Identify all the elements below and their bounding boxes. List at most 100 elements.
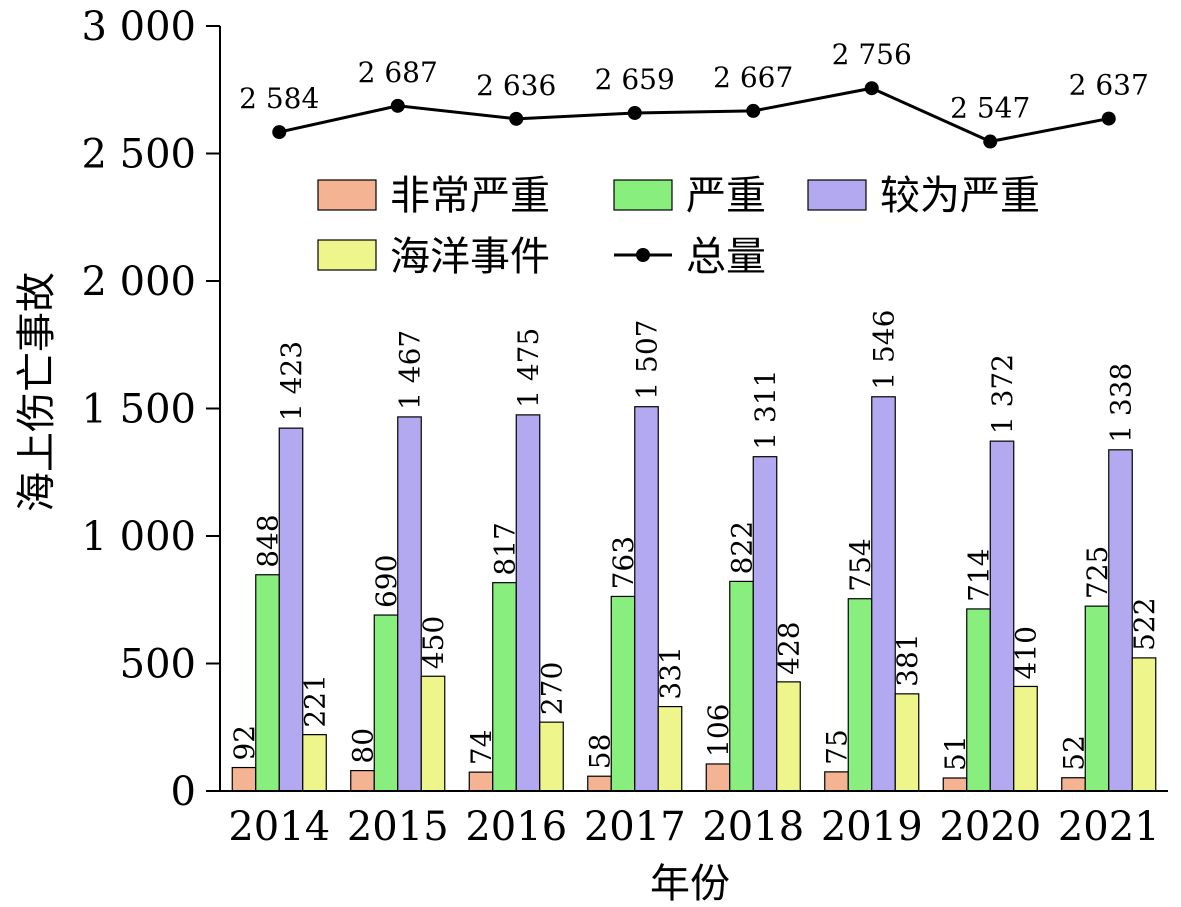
bar [1061,777,1086,792]
y-tick-label: 0 [171,769,196,815]
legend: 非常严重 严重 较为严重 海洋事件 总量 [317,173,1040,280]
bar-value-label: 817 [489,522,522,575]
legend-swatch-serious [613,179,673,211]
bar [515,414,541,792]
bar-value-label: 92 [228,725,261,761]
legend-item-serious: 严重 [613,173,766,219]
legend-item-very-serious: 非常严重 [317,173,550,219]
legend-marker-total [636,248,650,262]
bar [729,580,754,792]
y-tick-label: 2 000 [81,259,196,305]
total-value-label: 2 584 [239,82,319,115]
bar-value-label: 221 [299,674,332,727]
total-value-label: 2 636 [476,69,556,102]
bar-value-label: 1 423 [275,341,308,421]
bar-value-label: 75 [821,729,854,765]
total-point [864,81,879,96]
bar [776,681,801,792]
total-value-label: 2 687 [358,56,438,89]
legend-label-marine-incident: 海洋事件 [390,234,550,280]
total-point [1101,111,1116,126]
bar-value-label: 822 [726,521,759,574]
legend-label-very-serious: 非常严重 [390,173,550,219]
bar [824,771,849,792]
bar [634,406,659,792]
bar-value-label: 428 [773,621,806,674]
bar-value-label: 1 372 [986,354,1019,434]
bar-value-label: 51 [939,735,972,771]
total-value-label: 2 756 [832,38,912,71]
total-point [390,98,405,113]
x-tick-label: 2020 [939,804,1041,850]
bar [302,734,327,792]
bar [587,775,612,792]
total-point [746,103,761,118]
y-tick-label: 1 500 [81,387,196,433]
total-value-label: 2 667 [713,61,793,94]
legend-label-serious: 严重 [686,173,766,219]
y-tick-label: 1 000 [81,514,196,560]
bar-value-label: 381 [891,633,924,686]
legend-swatch-marine-incident [317,239,377,271]
total-value-label: 2 547 [950,92,1030,125]
bar [871,396,896,792]
bar [468,771,494,792]
legend-item-relatively-serious: 较为严重 [807,173,1040,219]
bar-value-label: 763 [607,536,640,589]
total-point [627,105,642,120]
x-tick-label: 2017 [584,804,686,850]
bar-value-label: 331 [654,646,687,699]
bar-value-label: 270 [536,662,569,715]
bar-value-label: 1 311 [749,370,782,450]
bar-value-label: 80 [347,728,380,764]
bar [373,614,399,792]
y-axis-title: 海上伤亡事故 [14,272,60,512]
bar [420,675,446,792]
bar [989,440,1015,792]
bar-value-label: 522 [1128,597,1161,650]
legend-swatch-relatively-serious [807,179,867,211]
bar-value-label: 52 [1058,735,1091,771]
bar [1013,685,1038,792]
x-tick-label: 2016 [465,804,567,850]
bar-series [231,396,1157,792]
bar-value-label: 1 338 [1105,363,1138,443]
bar [1131,657,1157,792]
y-tick-label: 500 [120,642,196,688]
bar-value-label: 450 [417,616,450,669]
bar [942,777,968,792]
bar-value-labels: 92 848 1 423 221 80 690 1 467 450 74 817 1 475 270 5… [228,310,1161,771]
x-tick-label: 2019 [821,804,923,850]
bar-value-label: 1 546 [868,310,901,390]
bar [539,721,564,792]
total-line-series: 2 584 2 687 2 636 2 659 2 667 2 756 2 547 2 637 [239,38,1149,149]
bar-value-label: 848 [252,514,285,567]
x-tick-label: 2018 [702,804,804,850]
y-tick-label: 2 500 [81,132,196,178]
total-point [272,125,287,140]
bar [278,427,304,792]
bar-value-label: 1 507 [631,320,664,400]
bar-value-label: 106 [702,704,735,757]
legend-item-total: 总量 [614,234,766,280]
total-line [278,86,1110,144]
x-tick-label: 2015 [347,804,449,850]
bar-value-label: 725 [1081,546,1114,599]
bar [894,693,920,792]
total-point [983,134,998,149]
x-axis-ticks: 2014 2015 2016 2017 2018 2019 2020 2021 [228,804,1159,850]
x-tick-label: 2021 [1058,804,1160,850]
total-value-label: 2 637 [1069,69,1149,102]
bar-value-label: 1 467 [394,330,427,410]
y-tick-label: 3 000 [81,4,196,50]
total-point [509,111,524,126]
legend-item-marine-incident: 海洋事件 [317,234,550,280]
bar [705,763,731,792]
legend-label-relatively-serious: 较为严重 [880,173,1040,219]
legend-label-total: 总量 [686,234,766,280]
bar [350,769,375,792]
bar-value-label: 74 [465,729,498,765]
total-value-label: 2 659 [595,63,675,96]
bar-value-label: 714 [963,548,996,601]
